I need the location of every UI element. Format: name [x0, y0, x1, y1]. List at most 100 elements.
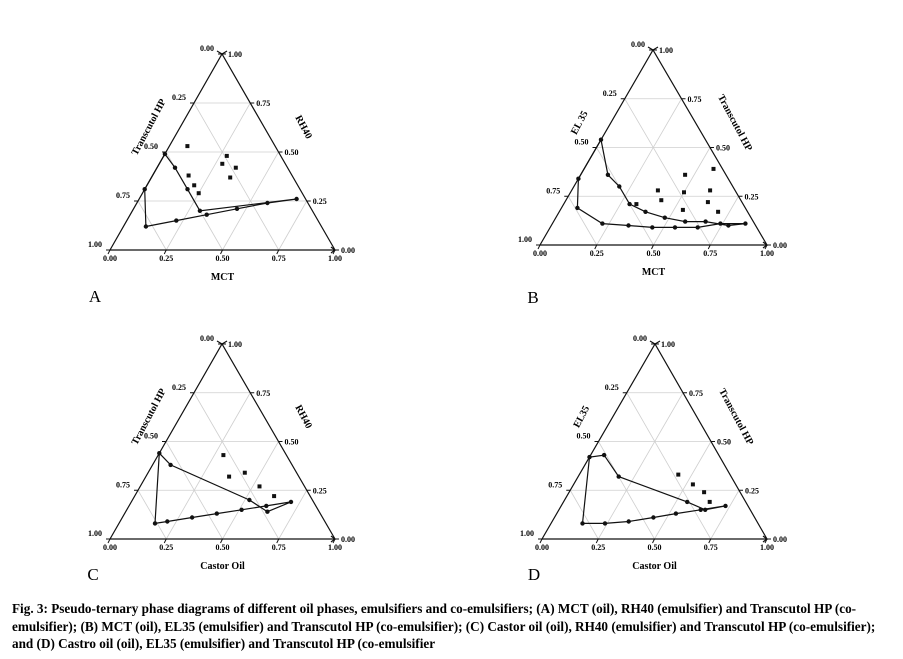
region-point — [711, 166, 716, 171]
boundary-point — [672, 225, 678, 230]
bottom-tick-label: 0.25 — [591, 543, 605, 552]
panel-label: A — [89, 287, 102, 306]
boundary-point — [617, 184, 622, 189]
right-tick-label: 1.00 — [661, 340, 675, 349]
boundary-point — [598, 137, 604, 142]
right-tick-label: 0.75 — [256, 389, 270, 398]
boundary-point — [265, 509, 270, 514]
left-tick-label: 1.00 — [88, 240, 102, 249]
boundary-point — [239, 507, 244, 512]
grid-line — [596, 98, 682, 246]
boundary-point — [174, 218, 179, 223]
bottom-tick-label: 1.00 — [328, 543, 342, 552]
bottom-tick — [652, 538, 655, 544]
right-tick-label: 1.00 — [228, 340, 242, 349]
region-point — [705, 200, 710, 205]
left-tick-label: 0.50 — [144, 432, 158, 441]
bottom-tick-label: 0.50 — [648, 543, 662, 552]
bottom-tick-label: 0.25 — [159, 543, 173, 552]
grid-line — [710, 490, 740, 540]
grid-line — [624, 98, 711, 246]
bottom-tick-label: 0.50 — [216, 254, 230, 263]
region-point — [634, 202, 639, 207]
left-axis-title: EL 35 — [569, 109, 591, 137]
bottom-tick-label: 1.00 — [328, 254, 342, 263]
bottom-tick-label: 0.75 — [272, 254, 286, 263]
bottom-tick — [595, 538, 599, 544]
boundary-point — [650, 225, 655, 230]
boundary-point — [605, 172, 611, 177]
left-tick-label: 0.75 — [546, 186, 560, 195]
tick-labels: 0.000.001.000.250.250.750.500.500.500.75… — [88, 44, 355, 263]
bottom-tick — [276, 249, 280, 255]
bottom-tick — [537, 244, 541, 250]
grid-line — [709, 196, 739, 246]
bottom-tick-label: 0.50 — [647, 249, 661, 258]
region-point — [192, 183, 197, 188]
boundary-point — [723, 503, 728, 509]
grid — [137, 392, 308, 540]
boundary-point — [627, 201, 632, 207]
left-tick-label: 0.00 — [633, 334, 647, 343]
boundary-point — [165, 519, 170, 524]
boundary-point — [172, 165, 178, 170]
boundary-point — [234, 206, 240, 211]
boundary-point — [600, 221, 605, 226]
boundary-point — [743, 221, 748, 226]
left-tick-label: 1.00 — [88, 529, 102, 538]
region-point — [196, 191, 201, 196]
boundary-point — [643, 209, 648, 214]
bottom-tick-label: 1.00 — [760, 543, 774, 552]
grid-line — [626, 392, 712, 540]
bottom-tick-label: 0.75 — [703, 249, 717, 258]
region-point — [224, 153, 229, 158]
left-tick-label: 1.00 — [520, 529, 534, 538]
bottom-tick-label: 0.50 — [216, 543, 230, 552]
right-tick-label: 0.50 — [285, 148, 299, 157]
bottom-tick-label: 0.00 — [103, 254, 117, 263]
boundary-point — [683, 219, 688, 224]
panel-label: C — [87, 565, 98, 584]
boundary-point — [197, 208, 203, 213]
boundary-point — [294, 196, 299, 202]
bottom-axis-title: Castor Oil — [632, 561, 677, 572]
bottom-tick — [163, 249, 167, 255]
region-point — [716, 209, 721, 214]
grid-line — [165, 102, 251, 251]
bottom-axis-title: MCT — [642, 267, 666, 278]
boundary-point — [673, 511, 679, 516]
bottom-tick-label: 0.00 — [103, 543, 117, 552]
bottom-tick-label: 1.00 — [760, 249, 774, 258]
bottom-tick — [651, 244, 654, 250]
region-point — [655, 188, 660, 193]
left-tick-label: 0.50 — [577, 432, 591, 441]
ternary-diagrams-figure: 0.000.001.000.250.250.750.500.500.500.75… — [87, 40, 787, 584]
bottom-tick-label: 0.00 — [533, 249, 547, 258]
boundary-point — [152, 521, 158, 526]
boundary-point — [601, 452, 607, 458]
bottom-tick — [594, 244, 598, 250]
right-tick-label: 0.00 — [341, 535, 355, 544]
panel-b: 0.000.001.000.250.250.750.500.500.500.75… — [518, 40, 787, 307]
right-tick-label: 0.75 — [256, 99, 270, 108]
right-axis-title: RH40 — [292, 403, 313, 430]
boundary-point — [703, 507, 708, 512]
bottom-tick-label: 0.75 — [272, 543, 286, 552]
boundary-point — [162, 151, 168, 157]
grid-line — [567, 196, 598, 246]
boundary-point — [602, 521, 608, 526]
boundary-point — [288, 499, 294, 505]
left-tick-label: 0.25 — [172, 93, 186, 102]
caption-text: Pseudo-ternary phase diagrams of differe… — [12, 601, 876, 651]
bottom-tick — [107, 538, 111, 544]
grid-line — [165, 441, 223, 540]
boundary-point — [616, 474, 621, 479]
left-axis-title: EL35 — [572, 404, 593, 430]
tick-labels: 0.000.001.000.250.250.750.500.500.500.75… — [88, 334, 355, 552]
boundary-point — [651, 515, 656, 520]
boundary-point — [214, 511, 219, 516]
region-point — [233, 165, 238, 170]
left-tick-label: 0.75 — [116, 480, 130, 489]
left-tick-label: 0.00 — [200, 44, 214, 53]
boundary-point — [185, 187, 190, 192]
